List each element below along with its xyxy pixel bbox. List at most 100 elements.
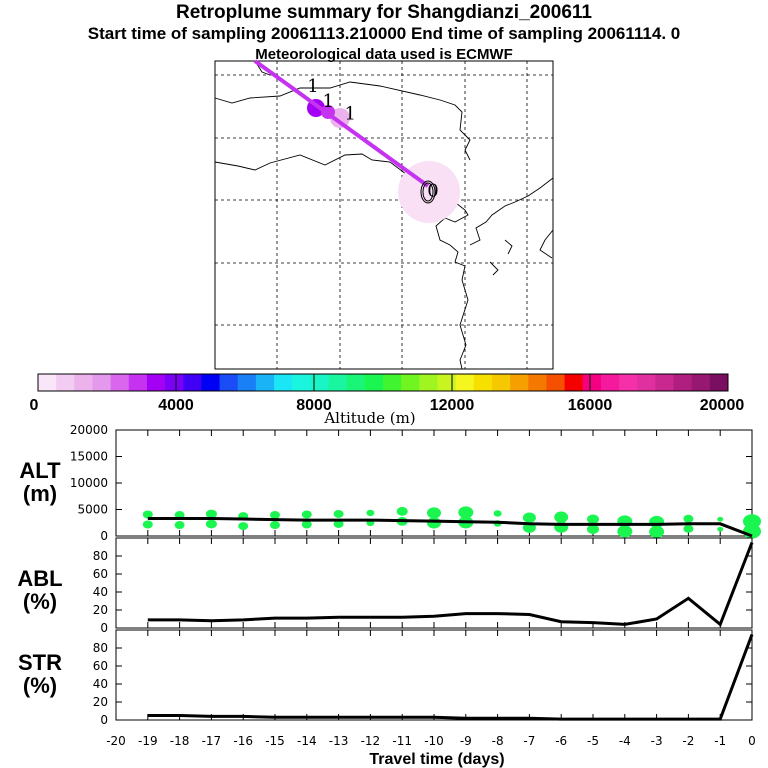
x-axis-label: Travel time (days) [369, 751, 504, 768]
x-tick-label: -4 [619, 734, 631, 748]
y-tick-label: 0 [100, 621, 108, 635]
colorbar-swatch [455, 374, 475, 391]
x-tick-label: -1 [714, 734, 726, 748]
altitude-spread-blob [205, 519, 217, 529]
colorbar-swatch [183, 374, 202, 391]
y-axis-label: (m) [23, 481, 57, 506]
map-gridlines [215, 61, 553, 369]
altitude-spread-blob [717, 516, 724, 522]
altitude-spread-blob [458, 506, 474, 519]
colorbar-swatch [673, 374, 693, 391]
x-tick-label: -6 [555, 734, 567, 748]
x-tick-label: -7 [523, 734, 535, 748]
colorbar-swatch [691, 374, 711, 391]
colorbar-swatch [473, 374, 493, 391]
altitude-spread-blob [493, 510, 502, 517]
plume-cluster-halo [330, 108, 350, 128]
colorbar-swatch [346, 374, 366, 391]
altitude-spread-blob [587, 514, 599, 525]
colorbar-swatch [165, 374, 184, 391]
colorbar-swatch [292, 374, 311, 391]
y-tick-label: 60 [93, 659, 108, 673]
altitude-spread-blob [743, 514, 761, 529]
x-tick-label: -11 [392, 734, 412, 748]
colorbar-swatch [255, 374, 275, 391]
altitude-spread-blob [743, 524, 761, 539]
x-tick-label: -3 [651, 734, 663, 748]
altitude-spread-blob [554, 511, 569, 523]
colorbar-swatch [274, 374, 293, 391]
sampling-times: Start time of sampling 20061113.210000 E… [87, 24, 681, 43]
colorbar-swatch [637, 374, 656, 391]
series-line [147, 541, 754, 627]
x-tick-label: -14 [297, 734, 317, 748]
y-tick-label: 20 [93, 695, 108, 709]
coastlines [214, 60, 554, 370]
colorbar-swatch [219, 374, 239, 391]
colorbar-swatch [655, 374, 675, 391]
altitude-spread-blob [174, 521, 185, 530]
altitude-spread-blob [617, 525, 633, 538]
met-data-label: Meteorological data used is ECMWF [255, 46, 513, 63]
y-tick-label: 15000 [70, 450, 108, 464]
colorbar-swatch [310, 374, 330, 391]
colorbar-swatch [146, 374, 166, 391]
abl-panel: 80 60 40 20 0 ABL(%) [17, 537, 754, 635]
y-tick-label: 40 [93, 585, 108, 599]
altitude-spread-blob [142, 520, 153, 529]
altitude-spread-blob [683, 524, 694, 533]
colorbar-swatch [364, 374, 384, 391]
colorbar-swatch [546, 374, 566, 391]
colorbar-swatch [401, 374, 420, 391]
colorbar-swatch [491, 374, 511, 391]
colorbar-tick-label: 8000 [296, 397, 332, 414]
colorbar-swatch [328, 374, 348, 391]
altitude-spread-blob [205, 509, 217, 519]
plume-age-label: 0 [427, 181, 438, 202]
altitude-spread-blob [522, 512, 536, 523]
y-tick-label: 10000 [70, 476, 108, 490]
x-tick-label: -20 [106, 734, 126, 748]
colorbar-swatch [383, 374, 402, 391]
colorbar-swatch [510, 374, 529, 391]
series-line [147, 633, 754, 721]
y-axis-label: STR [18, 650, 62, 675]
plume-age-label: 1 [344, 104, 355, 125]
x-tick-label: -16 [233, 734, 253, 748]
x-tick-label: -8 [492, 734, 504, 748]
colorbar-swatch [201, 374, 221, 391]
y-axis-label: (%) [23, 589, 57, 614]
colorbar-swatch [564, 374, 584, 391]
panel-frame [115, 537, 753, 629]
x-tick-label: -13 [329, 734, 349, 748]
altitude-spread-blob [683, 514, 694, 523]
altitude-spread-blob [333, 509, 344, 518]
colorbar-swatch [709, 374, 729, 391]
plume-origin-ring [422, 182, 434, 202]
altitude-spread-blob [301, 510, 312, 519]
colorbar-swatch [619, 374, 638, 391]
plume-age-label: 1 [307, 76, 318, 97]
altitude-spread-blob [270, 521, 280, 530]
colorbar-swatch [237, 374, 257, 391]
y-tick-label: 20 [93, 603, 108, 617]
y-tick-label: 80 [93, 641, 108, 655]
x-tick-label: -17 [202, 734, 222, 748]
x-tick-label: -12 [361, 734, 381, 748]
colorbar-swatch [110, 374, 130, 391]
altitude-spread-blob [427, 507, 441, 519]
x-tick-label: -18 [170, 734, 190, 748]
x-tick-label: -15 [265, 734, 285, 748]
altitude-spread-blob [333, 519, 344, 528]
colorbar-swatch [419, 374, 438, 391]
altitude-spread-blob [238, 522, 249, 531]
x-tick-label: 0 [748, 734, 756, 748]
altitude-spread-blob [366, 509, 375, 517]
colorbar-swatch [38, 374, 57, 391]
plume-origin-ring [420, 180, 436, 204]
colorbar-swatch [128, 374, 148, 391]
colorbar-swatch [437, 374, 457, 391]
